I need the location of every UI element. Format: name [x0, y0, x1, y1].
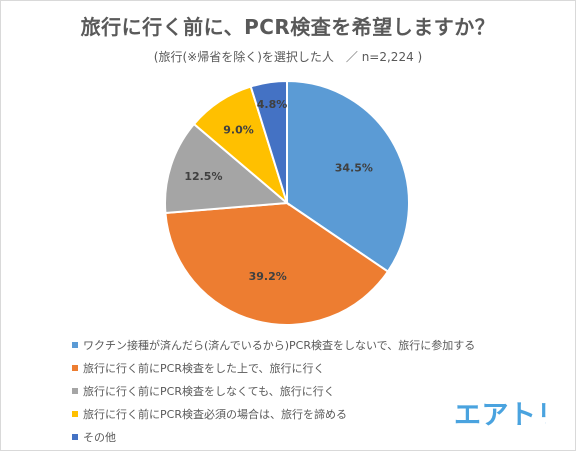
- legend-label: 旅行に行く前にPCR検査必須の場合は、旅行を諦める: [83, 407, 347, 421]
- pie-slice-2: [164, 201, 390, 326]
- legend-swatch: [72, 341, 78, 348]
- slice-data-label-2: 39.2%: [249, 270, 287, 283]
- pie-slice-5: [249, 79, 288, 204]
- legend-item-3: 旅行に行く前にPCR検査をしなくても、旅行に行く: [72, 379, 475, 402]
- pie-slice-1: [286, 79, 410, 273]
- legend: ワクチン接種が済んだら(済んでいるから)PCR検査をしないで、旅行に参加する 旅行…: [72, 333, 475, 448]
- legend-item-5: その他: [72, 425, 475, 448]
- legend-item-2: 旅行に行く前にPCR検査をした上で、旅行に行く: [72, 356, 475, 379]
- slice-data-label-4: 9.0%: [223, 124, 254, 137]
- legend-swatch: [72, 364, 78, 371]
- slice-data-label-3: 12.5%: [184, 170, 222, 183]
- slice-data-label-1: 34.5%: [335, 162, 373, 175]
- pie-slices: [164, 79, 410, 326]
- legend-label: ワクチン接種が済んだら(済んでいるから)PCR検査をしないで、旅行に参加する: [83, 338, 476, 352]
- chart-subtitle: (旅行(※帰省を除く)を選択した人 ／ n=2,224 ): [153, 50, 423, 64]
- legend-swatch: [72, 433, 78, 440]
- legend-label: 旅行に行く前にPCR検査をしなくても、旅行に行く: [83, 384, 335, 398]
- chart-title: 旅行に行く前に、PCR検査を希望しますか？: [80, 15, 496, 39]
- legend-item-4: 旅行に行く前にPCR検査必須の場合は、旅行を諦める: [72, 402, 475, 425]
- pie-slice-3: [164, 122, 290, 215]
- legend-label: 旅行に行く前にPCR検査をした上で、旅行に行く: [83, 361, 325, 375]
- slice-data-label-5: 4.8%: [257, 98, 288, 111]
- brand-logo-text: エアトリ: [454, 400, 546, 429]
- brand-logo: エアトリ: [454, 400, 546, 429]
- legend-swatch: [72, 410, 78, 417]
- legend-item-1: ワクチン接種が済んだら(済んでいるから)PCR検査をしないで、旅行に参加する: [72, 333, 475, 356]
- legend-label: その他: [83, 430, 116, 444]
- pie-labels: 34.5% 39.2% 12.5% 9.0%4.8%: [184, 98, 373, 283]
- legend-swatch: [72, 387, 78, 394]
